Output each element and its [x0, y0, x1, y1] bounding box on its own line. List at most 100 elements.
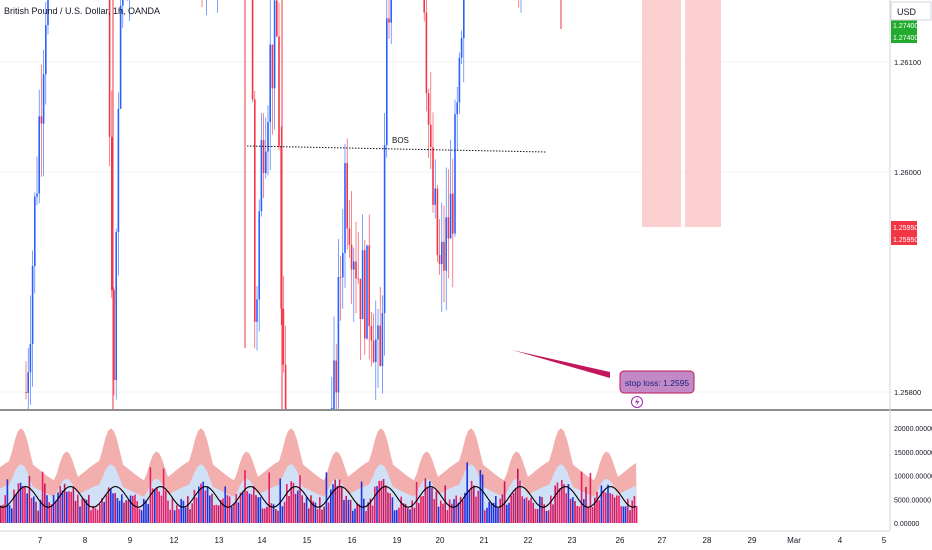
volume-bar	[396, 509, 398, 523]
volume-bar	[534, 508, 537, 523]
time-tick-label: 27	[658, 536, 667, 545]
volume-bar	[510, 495, 512, 523]
candle-body	[377, 325, 379, 340]
volume-bar	[556, 482, 559, 523]
time-tick-label: 26	[616, 536, 625, 545]
bos-line	[246, 145, 547, 153]
volume-bar	[118, 500, 121, 523]
price-badge-bg	[891, 19, 917, 31]
volume-bar	[138, 508, 141, 523]
volume-bar	[572, 497, 574, 523]
volume-bar	[602, 490, 605, 523]
volume-bar	[316, 509, 319, 523]
volume-bar	[609, 493, 611, 523]
time-axis[interactable]: 7 8 9 12 13 14 15 16 19 20 21 22 23 26 27 28 29 Mar 4 5	[38, 536, 887, 545]
price-badge-text: 1.25950	[893, 225, 918, 232]
volume-ma-line	[0, 486, 637, 508]
currency-label: USD	[897, 7, 917, 17]
volume-bar	[173, 510, 176, 523]
volume-bar	[176, 505, 178, 523]
volume-bar	[492, 503, 495, 523]
volume-bar	[277, 510, 279, 523]
volume-bar	[589, 472, 592, 523]
volume-bar	[301, 495, 303, 523]
position-tools[interactable]	[520, 0, 721, 227]
candle-body	[346, 163, 348, 229]
volume-bar	[314, 502, 317, 523]
volume-bar	[596, 491, 598, 523]
volume-bar	[26, 493, 28, 523]
candle-body	[269, 44, 271, 123]
candle-body	[342, 253, 344, 278]
annotations[interactable]: BOS stop loss: 1.2595	[246, 136, 695, 408]
volume-bar	[253, 486, 255, 523]
volume-bar	[349, 499, 352, 523]
volume-bar	[66, 491, 68, 523]
time-tick-label: 5	[882, 536, 887, 545]
candle-body	[436, 188, 439, 256]
volume-bar	[180, 498, 182, 523]
volume-bar	[552, 504, 554, 523]
volume-bar	[627, 498, 629, 523]
time-tick-label: 21	[480, 536, 489, 545]
volume-bar	[429, 481, 431, 523]
currency-box[interactable]	[890, 1, 932, 21]
volume-bar	[629, 510, 631, 523]
volume-bar	[110, 489, 112, 523]
volume-bar	[136, 501, 138, 523]
volume-bar	[360, 481, 363, 523]
volume-bar	[407, 508, 409, 523]
volume-bar	[79, 506, 81, 523]
volume-bar	[222, 498, 224, 523]
volume-bar	[484, 510, 486, 523]
volume-bar	[530, 497, 532, 523]
volume-bar	[613, 497, 616, 523]
volume-bar	[28, 475, 31, 523]
volume-bar	[6, 479, 9, 523]
volume-bar	[635, 506, 638, 523]
candle-body	[47, 0, 49, 26]
volume-bar	[217, 505, 220, 523]
volume-bar	[15, 494, 17, 523]
candle-body	[122, 0, 124, 6]
candle-body	[113, 290, 115, 381]
volume-bar	[94, 508, 97, 523]
volume-bar	[235, 493, 237, 523]
volume-bar	[250, 494, 253, 523]
price-axis[interactable]: 1.258001.260001.261001.262001.263001.264…	[891, 0, 921, 397]
volume-bar	[233, 503, 235, 523]
lightning-icon[interactable]	[631, 396, 643, 408]
volume-bar	[519, 480, 521, 523]
volume-bar	[57, 492, 59, 523]
volume-bar	[378, 480, 380, 523]
candle-body	[454, 114, 456, 234]
candle-body	[25, 392, 27, 393]
stop-loss-callout[interactable]: stop loss: 1.2595	[619, 370, 695, 394]
volume-bar	[147, 504, 149, 523]
candle-body	[423, 0, 425, 13]
volume-bar	[52, 495, 55, 523]
candle-body	[361, 250, 364, 319]
volume-bar	[514, 488, 517, 523]
volume-bar	[580, 471, 583, 523]
volume-bar	[481, 474, 484, 523]
volume-bar	[539, 496, 541, 523]
candle-body	[388, 18, 390, 23]
volume-bar	[268, 472, 270, 523]
position-stop-zone	[685, 0, 721, 227]
volume-bar	[345, 495, 347, 523]
volume-bar	[374, 486, 376, 523]
candle-body	[337, 277, 340, 393]
price-badge: 1.27400	[891, 31, 918, 43]
candle-body	[254, 99, 256, 322]
volume-bar	[121, 494, 123, 523]
candle-body	[251, 0, 254, 100]
candle-body	[353, 261, 355, 270]
candle-body	[452, 193, 454, 234]
candle-body	[430, 124, 432, 148]
volume-bar	[523, 498, 526, 523]
candle-body	[449, 193, 452, 239]
volume-bar	[167, 500, 169, 523]
volume-bar	[246, 491, 248, 523]
